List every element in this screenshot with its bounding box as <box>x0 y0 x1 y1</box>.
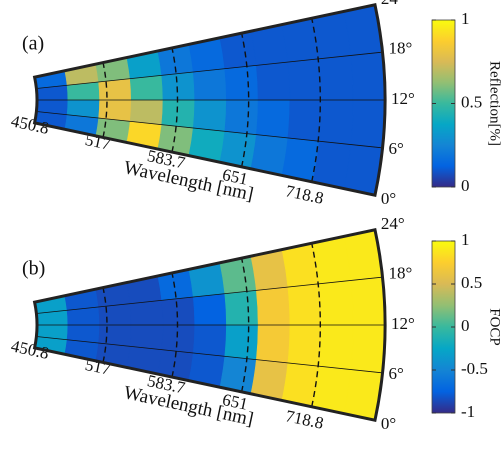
grid-arc <box>102 62 108 138</box>
heatmap-cell <box>224 324 259 360</box>
y-tick-label: 24° <box>381 0 405 8</box>
heatmap-cell <box>129 324 164 350</box>
grid-ray <box>36 111 383 149</box>
heatmap-cell <box>224 99 259 135</box>
heatmap-cell <box>161 71 196 101</box>
heatmap-cell <box>287 324 322 367</box>
colorbar-tick-label: 1 <box>461 230 470 249</box>
heatmap-cell <box>192 68 227 101</box>
colorbar-tick-label: -1 <box>461 402 475 421</box>
y-tick-label: 18° <box>388 264 412 283</box>
colorbar-tick-label: 1 <box>461 9 470 28</box>
heatmap-cell <box>192 99 227 132</box>
colorbar-tick-label: 0 <box>461 316 470 335</box>
heatmap-cell <box>350 99 386 149</box>
colorbar-tick-label: 0.5 <box>461 92 482 111</box>
heatmap-cell <box>256 324 291 364</box>
heatmap-cell <box>98 78 132 101</box>
heatmap-cell <box>129 99 164 125</box>
y-tick-label: 6° <box>388 139 403 158</box>
heatmap-cell <box>350 51 386 101</box>
heatmap-cell <box>256 61 291 101</box>
grid-arc <box>240 32 250 168</box>
heatmap-cell <box>224 290 259 326</box>
heatmap-cell <box>319 99 354 145</box>
y-tick-label: 12° <box>391 89 415 108</box>
y-tick-label: 24° <box>381 214 405 233</box>
heatmap-cell <box>161 296 196 326</box>
grid-arc <box>171 272 179 378</box>
panel-label: (b) <box>22 258 45 280</box>
heatmap-cell <box>98 303 132 326</box>
y-tick-label: 12° <box>391 314 415 333</box>
panel-label: (a) <box>22 33 44 55</box>
y-tick-label: 0° <box>381 414 396 433</box>
grid-ray <box>36 336 383 374</box>
heatmap-cell <box>161 324 196 354</box>
heatmap-cell <box>350 324 386 374</box>
heatmap-cell <box>256 286 291 326</box>
heatmap-cell <box>224 65 259 101</box>
grid-ray <box>36 276 383 314</box>
heatmap-cell <box>287 58 322 101</box>
fan-outline <box>32 227 387 423</box>
grid-arc <box>102 287 108 363</box>
grid-arc <box>240 257 250 393</box>
grid-arc <box>311 18 322 182</box>
heatmap-cell <box>192 324 227 357</box>
y-tick-label: 18° <box>388 39 412 58</box>
heatmap-cell <box>192 293 227 326</box>
x-tick-label: 718.8 <box>284 181 325 208</box>
heatmap-cell <box>256 99 291 139</box>
x-tick-label: 651 <box>221 390 250 414</box>
heatmap-cell <box>161 99 196 129</box>
grid-ray <box>36 51 383 89</box>
heatmap-cell <box>319 280 354 326</box>
heatmap-cell <box>129 300 164 326</box>
colorbar-tick-label: 0 <box>461 176 470 195</box>
grid-arc <box>311 243 322 407</box>
colorbar-tick-label: -0.5 <box>461 359 488 378</box>
colorbar-label: FOCP <box>487 308 503 346</box>
heatmap-cell <box>350 276 386 326</box>
y-tick-label: 0° <box>381 189 396 208</box>
colorbar-label: Reflection[%] <box>487 61 503 146</box>
heatmap-cell <box>287 283 322 326</box>
heatmap-cell <box>98 324 132 347</box>
y-tick-label: 6° <box>388 364 403 383</box>
heatmap <box>34 4 386 196</box>
heatmap-cell <box>287 99 322 142</box>
grid-arc <box>171 47 179 153</box>
colorbar-tick-label: 0.5 <box>461 273 482 292</box>
heatmap-cell <box>98 99 132 122</box>
fan-outline <box>32 2 387 198</box>
x-tick-label: 718.8 <box>284 406 325 433</box>
heatmap-cell <box>319 324 354 370</box>
x-tick-label: 651 <box>221 165 250 189</box>
heatmap-cell <box>319 55 354 101</box>
heatmap-cell <box>129 75 164 101</box>
